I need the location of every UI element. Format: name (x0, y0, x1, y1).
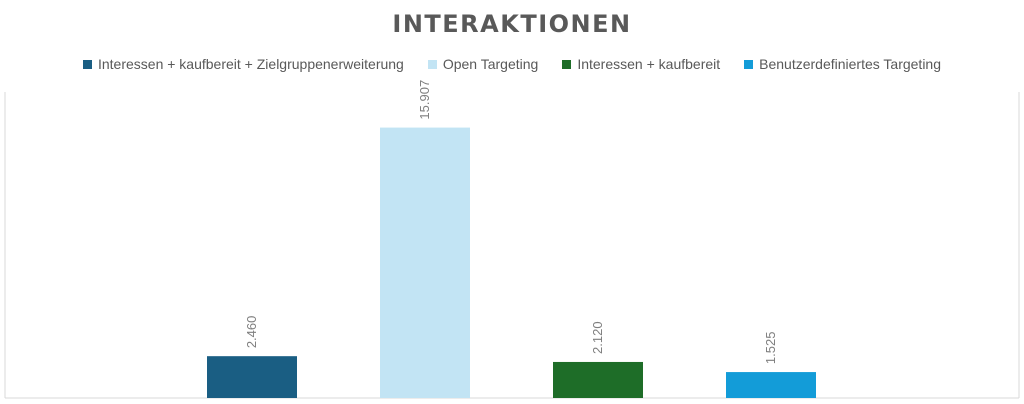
data-label-4: 1.525 (763, 332, 778, 365)
legend-item-3: Interessen + kaufbereit (562, 56, 720, 72)
legend-label-2: Open Targeting (442, 56, 539, 72)
legend-label-4: Benutzerdefiniertes Targeting (759, 56, 941, 72)
chart-title: INTERAKTIONEN (392, 10, 632, 38)
legend-item-2: Open Targeting (427, 56, 539, 72)
legend-swatch-4 (744, 59, 754, 69)
legend: Interessen + kaufbereit + Zielgruppenerw… (0, 56, 1024, 72)
legend-item-4: Benutzerdefiniertes Targeting (744, 56, 941, 72)
data-label-1: 2.460 (244, 316, 259, 349)
bar-4 (726, 372, 816, 398)
bar-1 (207, 356, 297, 398)
legend-item-1: Interessen + kaufbereit + Zielgruppenerw… (82, 56, 404, 72)
legend-swatch-1 (82, 59, 92, 69)
legend-label-1: Interessen + kaufbereit + Zielgruppenerw… (97, 56, 404, 72)
data-label-2: 15.907 (417, 80, 432, 120)
legend-swatch-2 (427, 59, 437, 69)
data-label-3: 2.120 (590, 321, 605, 354)
bar-2 (380, 127, 470, 399)
legend-swatch-3 (562, 59, 572, 69)
bar-3 (553, 361, 643, 398)
legend-label-3: Interessen + kaufbereit (577, 56, 721, 72)
